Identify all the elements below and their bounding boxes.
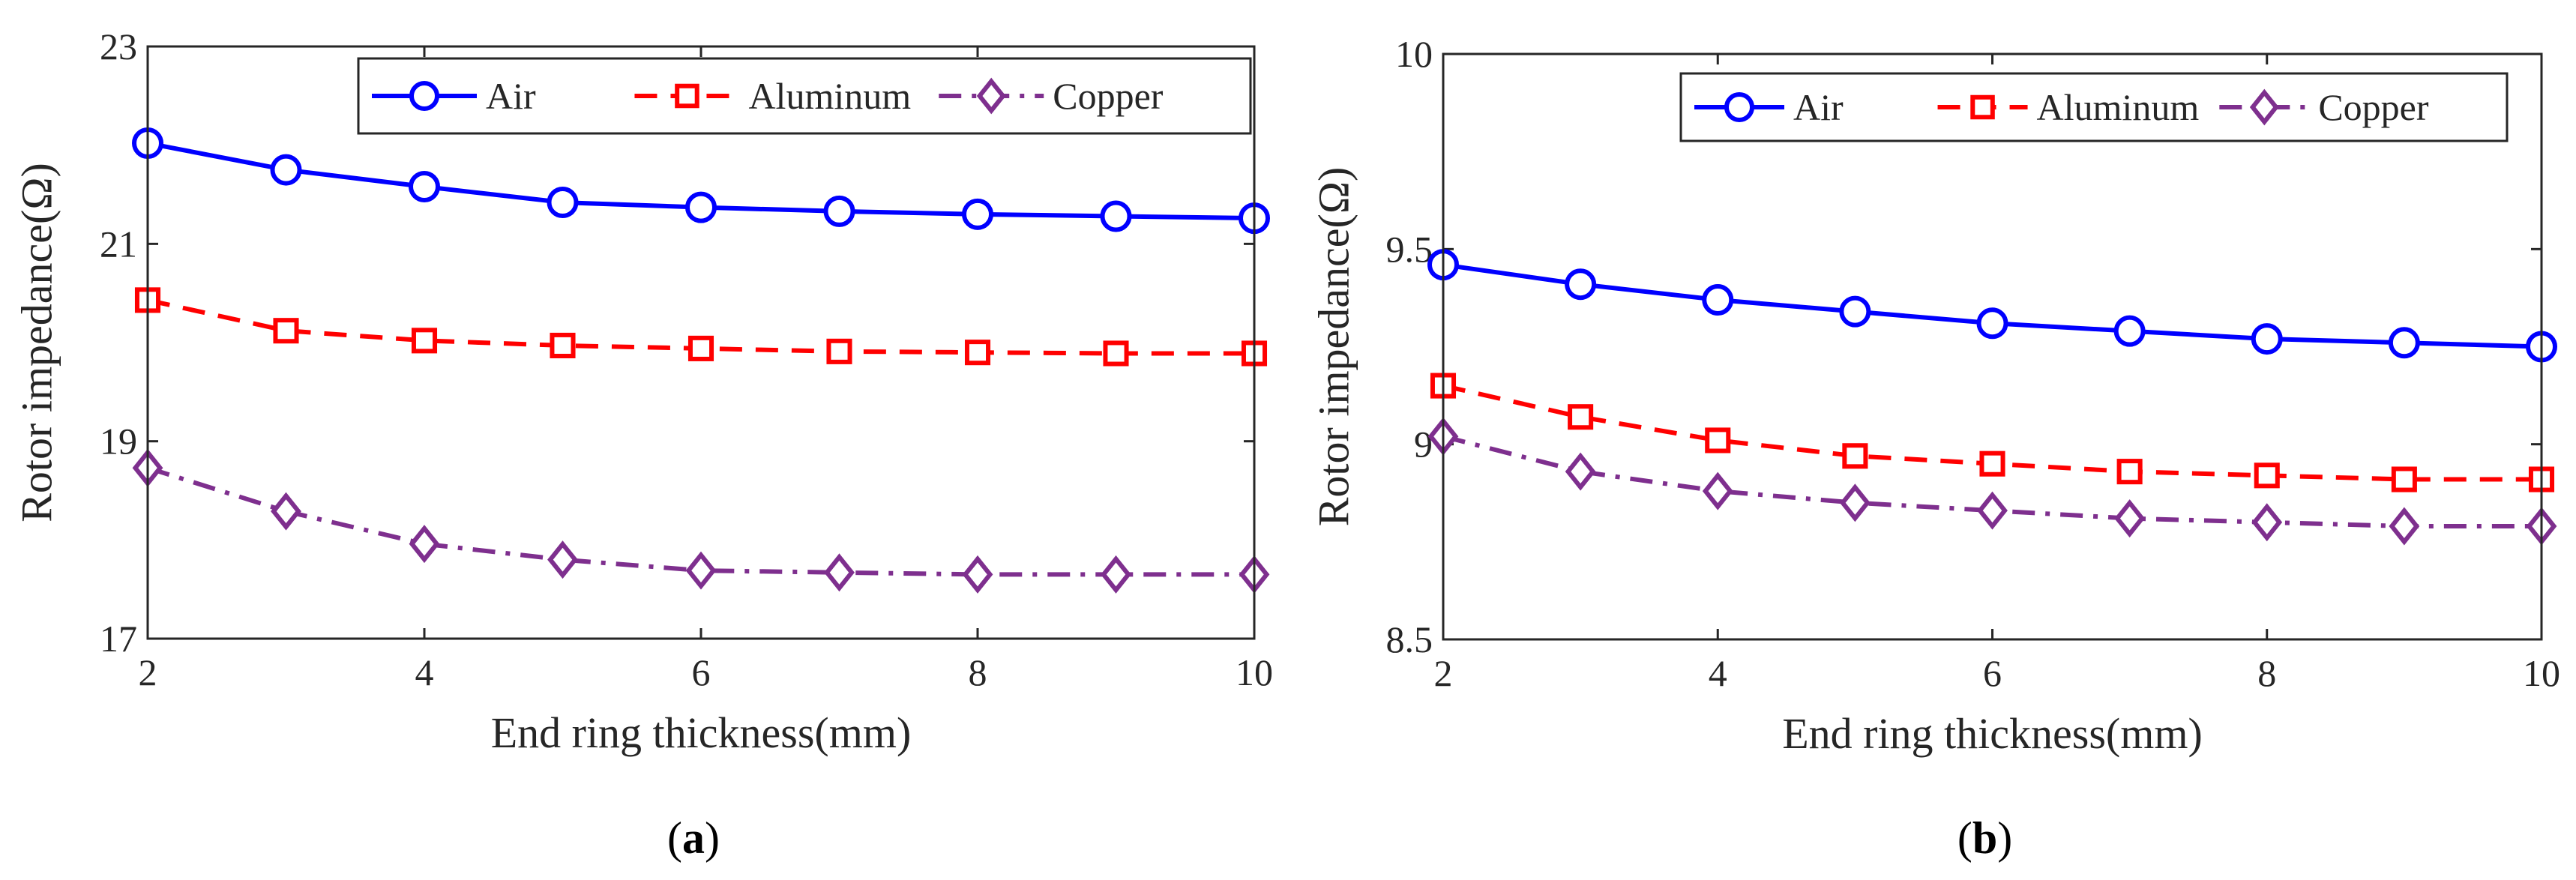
legend-box <box>1679 72 2509 142</box>
chart-panel-a: 2 4 6 8 10 17 19 21 23 Air Aluminum Copper End ring … <box>12 25 1273 863</box>
x-tick-label: 2 <box>1434 652 1453 694</box>
legend-label-aluminum: Aluminum <box>2037 86 2200 128</box>
data-point-copper <box>1702 471 1733 510</box>
data-point-aluminum <box>826 338 852 364</box>
legend-label-copper: Copper <box>2318 86 2429 128</box>
data-point-copper <box>2251 503 2283 542</box>
legend: Air Aluminum Copper <box>1679 72 2509 142</box>
legend-label-air: Air <box>486 75 536 117</box>
x-tick-label: 6 <box>1983 652 2002 694</box>
data-point-air <box>2251 323 2283 355</box>
data-point-copper <box>2114 499 2146 538</box>
y-tick-label: 9 <box>1414 424 1433 465</box>
x-tick-label: 2 <box>139 651 157 693</box>
data-point-copper <box>1839 483 1871 522</box>
data-point-aluminum <box>550 332 576 358</box>
x-tick-label: 4 <box>1709 652 1727 694</box>
legend-label-air: Air <box>1793 86 1844 128</box>
data-point-air <box>2113 315 2146 347</box>
panel-label: (b) <box>1957 813 2012 863</box>
x-tick-label: 10 <box>1236 651 1273 693</box>
data-point-aluminum <box>1705 427 1731 453</box>
data-point-air <box>409 170 440 202</box>
data-point-air <box>1100 200 1132 232</box>
data-point-air <box>1839 295 1871 328</box>
legend-marker-aluminum <box>675 83 699 109</box>
y-tick-label: 19 <box>100 421 137 462</box>
series-copper <box>1427 417 2557 546</box>
y-axis-label: Rotor impedance(Ω) <box>12 163 61 522</box>
data-point-aluminum <box>2116 459 2143 485</box>
y-tick-label: 21 <box>100 223 137 265</box>
data-point-air <box>823 195 855 227</box>
data-point-air <box>962 198 993 230</box>
series-line-copper <box>1442 434 2542 529</box>
y-axis-label: Rotor impedance(Ω) <box>1309 167 1358 527</box>
y-tick-label: 17 <box>100 618 137 660</box>
data-point-copper <box>1101 555 1131 594</box>
legend-marker-copper <box>2249 88 2279 126</box>
legend-marker-copper <box>976 77 1006 115</box>
data-point-aluminum <box>2391 466 2417 492</box>
x-axis-label: End ring thickness(mm) <box>491 708 912 757</box>
legend-label-copper: Copper <box>1053 75 1164 117</box>
chart-panel-b: 2 4 6 8 10 8.5 9 9.5 10 Air Aluminum Copper End ring… <box>1309 33 2560 863</box>
data-point-copper <box>2389 507 2420 546</box>
y-tick-label: 9.5 <box>1386 228 1433 270</box>
data-point-aluminum <box>2254 462 2280 489</box>
x-axis-label: End ring thickness(mm) <box>1782 709 2203 758</box>
data-point-air <box>1702 284 1734 316</box>
x-tick-label: 8 <box>2257 652 2276 694</box>
data-point-air <box>2388 327 2420 359</box>
data-point-aluminum <box>411 328 438 354</box>
y-tick-label: 8.5 <box>1386 618 1433 660</box>
plot-area <box>1443 54 2542 639</box>
data-point-aluminum <box>964 340 991 366</box>
series-aluminum <box>1430 373 2555 492</box>
panel-label: (a) <box>667 813 720 863</box>
legend-marker-air <box>409 81 439 111</box>
data-point-copper <box>685 551 717 590</box>
axes-frame <box>146 45 1256 640</box>
data-point-air <box>547 187 579 219</box>
series-air <box>1427 249 2557 363</box>
y-tick-label: 23 <box>100 25 137 67</box>
x-tick-label: 4 <box>415 651 434 693</box>
legend-marker-aluminum <box>1970 94 1995 120</box>
data-point-aluminum <box>1979 450 2005 477</box>
data-point-aluminum <box>1842 443 1868 469</box>
data-point-copper <box>271 492 301 531</box>
series-aluminum <box>134 287 1268 367</box>
data-point-aluminum <box>687 335 714 361</box>
data-point-aluminum <box>1103 340 1129 367</box>
axes-frame <box>1442 52 2543 641</box>
legend-box <box>357 57 1252 135</box>
x-tick-label: 8 <box>969 651 987 693</box>
y-tick-label: 10 <box>1395 33 1433 75</box>
data-point-aluminum <box>1568 404 1594 430</box>
x-tick-label: 10 <box>2523 652 2560 694</box>
data-point-air <box>685 191 717 223</box>
legend-marker-air <box>1724 92 1754 122</box>
data-point-copper <box>409 525 440 564</box>
data-point-copper <box>962 555 993 594</box>
data-point-copper <box>547 540 578 579</box>
data-point-copper <box>824 553 855 592</box>
data-point-copper <box>1565 452 1596 491</box>
legend: Air Aluminum Copper <box>357 57 1252 135</box>
legend-label-aluminum: Aluminum <box>748 75 911 117</box>
x-tick-label: 6 <box>692 651 711 693</box>
series-air <box>132 127 1270 235</box>
data-point-air <box>270 154 302 186</box>
data-point-air <box>1565 268 1597 301</box>
data-point-copper <box>1977 491 2008 530</box>
data-point-air <box>1976 307 2008 340</box>
data-point-aluminum <box>273 318 299 344</box>
